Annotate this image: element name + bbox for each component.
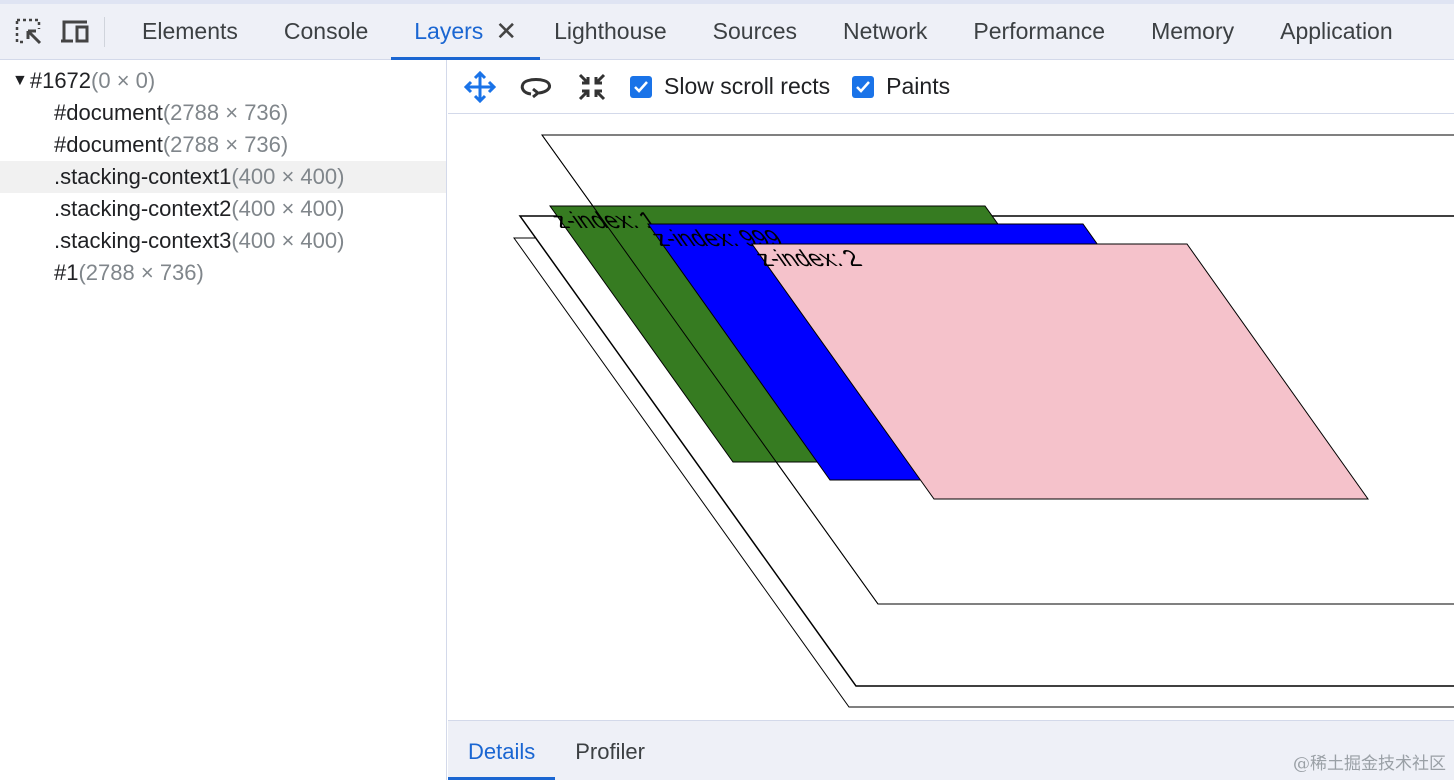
tab-lighthouse[interactable]: Lighthouse — [540, 4, 690, 59]
tab-label: Memory — [1151, 18, 1235, 44]
pan-mode-icon[interactable] — [462, 69, 498, 105]
watermark: @稀土掘金技术社区 — [1293, 754, 1446, 774]
devtools-tab-bar: Elements Console Layers ✕ Lighthouse Sour… — [0, 0, 1454, 60]
tab-layers[interactable]: Layers ✕ — [391, 4, 540, 60]
layers-3d-canvas[interactable]: z-index: 1 z-index: 999 z-index: 2 — [448, 114, 1454, 720]
layer-pink-z2 — [751, 243, 1369, 500]
layers-toolbar: Slow scroll rects Paints — [448, 60, 1454, 114]
layer-label-z2: z-index: 2 — [750, 246, 867, 271]
tab-profiler[interactable]: Profiler — [555, 724, 665, 780]
tab-label: Lighthouse — [554, 18, 667, 44]
layers-view: Slow scroll rects Paints z-index: 1 z-in… — [448, 60, 1454, 780]
inspect-element-icon[interactable] — [12, 15, 46, 49]
layer-name: .stacking-context1 — [54, 164, 232, 189]
tab-memory[interactable]: Memory — [1128, 4, 1257, 59]
details-tab-bar: Details Profiler @稀土掘金技术社区 — [448, 720, 1454, 780]
tab-console[interactable]: Console — [261, 4, 391, 59]
layer-tree-item[interactable]: .stacking-context3 (400 × 400) — [0, 225, 446, 257]
layer-name: #1672 — [29, 68, 92, 93]
divider — [104, 16, 105, 47]
layer-tree-item[interactable]: .stacking-context2 (400 × 400) — [0, 193, 446, 225]
tab-label: Elements — [142, 18, 238, 44]
layer-tree-item[interactable]: #document (2788 × 736) — [0, 129, 446, 161]
tab-label: Network — [843, 18, 928, 44]
layer-name: #document — [54, 132, 163, 157]
checkmark-icon — [634, 80, 648, 93]
layer-size: (400 × 400) — [231, 164, 345, 189]
tab-details[interactable]: Details — [448, 724, 556, 780]
slow-scroll-rects-checkbox[interactable] — [630, 75, 652, 98]
tab-label: Console — [283, 18, 369, 44]
rotate-mode-icon[interactable] — [518, 69, 554, 105]
layer-tree-item[interactable]: ▼ #1672 (0 × 0) — [0, 65, 446, 97]
reset-transform-icon[interactable] — [574, 69, 610, 105]
layer-size: (400 × 400) — [231, 228, 345, 253]
layer-size: (2788 × 736) — [78, 260, 204, 285]
tab-label: Application — [1280, 18, 1393, 44]
paints-checkbox[interactable] — [852, 75, 875, 98]
layer-tree-panel: ▼ #1672 (0 × 0) #document (2788 × 736) #doc… — [0, 60, 447, 780]
tab-elements[interactable]: Elements — [119, 4, 261, 59]
paints-label[interactable]: Paints — [886, 73, 951, 99]
layer-tree-item[interactable]: #1 (2788 × 736) — [0, 257, 446, 289]
layer-size: (400 × 400) — [231, 196, 345, 221]
tab-performance[interactable]: Performance — [950, 4, 1128, 59]
tab-label: Performance — [973, 18, 1106, 44]
layer-size: (0 × 0) — [91, 68, 156, 93]
layer-label-z1: z-index: 1 — [546, 208, 663, 233]
layer-size: (2788 × 736) — [162, 100, 289, 125]
tab-label: Profiler — [575, 739, 645, 764]
device-toolbar-icon[interactable] — [58, 15, 92, 49]
layer-root-edge — [541, 134, 879, 605]
tab-sources[interactable]: Sources — [690, 4, 820, 59]
layer-name: #1 — [54, 260, 79, 285]
checkmark-icon — [856, 80, 871, 93]
tab-application[interactable]: Application — [1257, 4, 1416, 59]
layer-tree-item[interactable]: #document (2788 × 736) — [0, 97, 446, 129]
tab-label: Sources — [712, 18, 798, 44]
tab-network[interactable]: Network — [820, 4, 950, 59]
layer-name: #document — [54, 100, 163, 125]
tab-label: Layers — [414, 18, 484, 44]
layer-tree-item[interactable]: .stacking-context1 (400 × 400) — [0, 161, 446, 193]
slow-scroll-rects-label[interactable]: Slow scroll rects — [664, 73, 831, 99]
tab-label: Details — [468, 739, 536, 764]
close-icon[interactable]: ✕ — [495, 16, 518, 46]
layer-name: .stacking-context2 — [54, 196, 232, 221]
layer-size: (2788 × 736) — [162, 132, 289, 157]
layer-name: .stacking-context3 — [54, 228, 232, 253]
expand-triangle-icon[interactable]: ▼ — [12, 72, 28, 89]
